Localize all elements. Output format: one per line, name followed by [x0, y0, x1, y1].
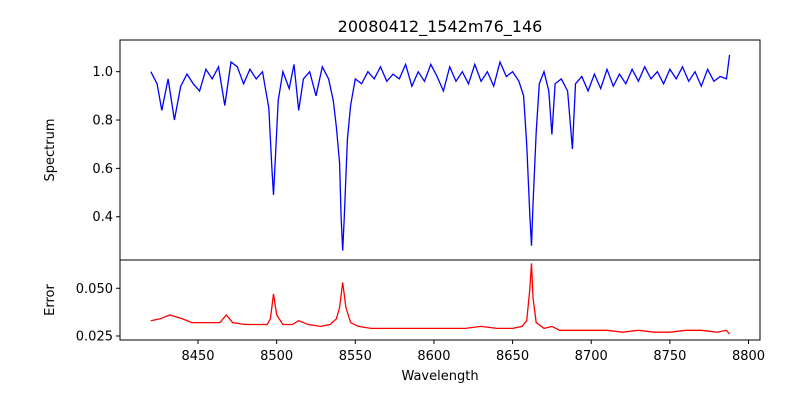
- spectrum-ytick-label: 0.4: [92, 210, 113, 225]
- xtick-label: 8800: [732, 349, 765, 364]
- error-axes-frame: [119, 259, 761, 341]
- error-series-line: [150, 263, 731, 335]
- chart-title: 20080412_1542m76_146: [338, 17, 543, 37]
- xtick-label: 8750: [653, 349, 686, 364]
- xtick-label: 8450: [181, 349, 214, 364]
- x-axis-label: Wavelength: [401, 369, 478, 384]
- xtick-label: 8550: [339, 349, 372, 364]
- spectrum-ylabel: Spectrum: [43, 119, 58, 182]
- spectrum-ytick-label: 0.6: [92, 162, 113, 177]
- spectrum-ytick-label: 1.0: [92, 65, 113, 80]
- error-ylabel: Error: [43, 284, 58, 316]
- error-ytick-label: 0.025: [76, 329, 113, 344]
- xtick-label: 8500: [260, 349, 293, 364]
- xtick-label: 8600: [417, 349, 450, 364]
- spectrum-series-line: [150, 54, 731, 251]
- error-ytick-label: 0.050: [76, 282, 113, 297]
- error-axes: 0.025 0.050 8450 8500 8550 8600 8650 8700 8750 88…: [76, 259, 765, 364]
- xtick-label: 8650: [496, 349, 529, 364]
- spectrum-ytick-label: 0.8: [92, 114, 113, 129]
- xtick-label: 8700: [575, 349, 608, 364]
